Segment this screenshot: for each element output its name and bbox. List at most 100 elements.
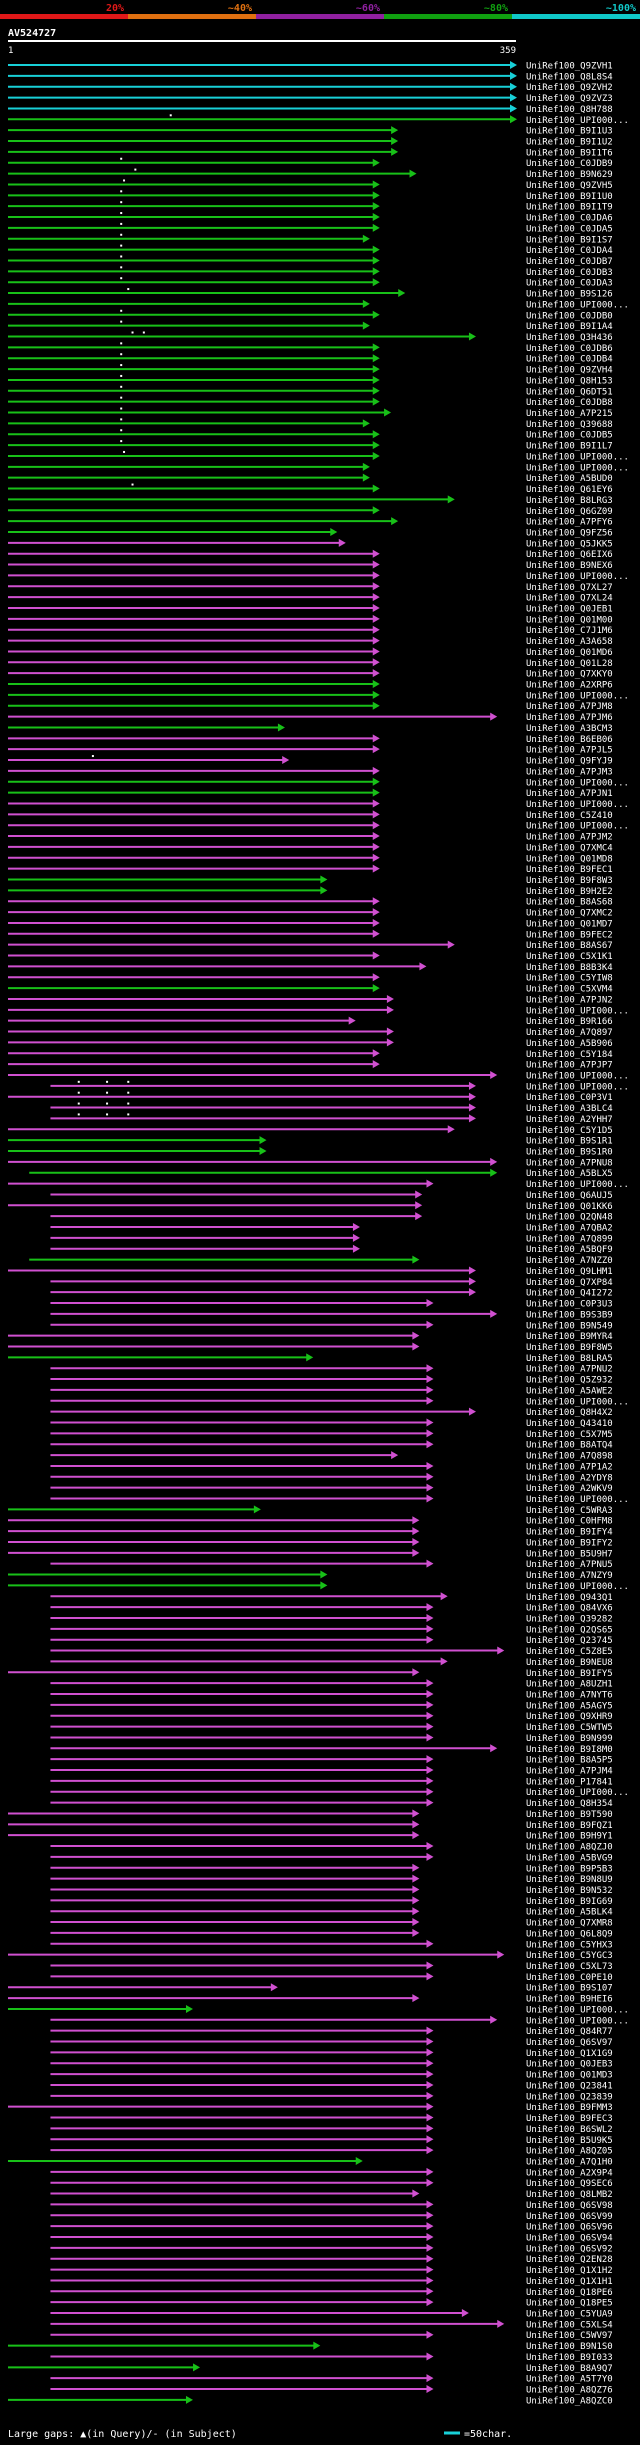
hit-row[interactable]: UniRef100_C5Y184 [8,1049,613,1060]
hit-row[interactable]: UniRef100_B9I1U3 [8,126,613,137]
hit-label[interactable]: UniRef100_Q18PE5 [526,2299,613,2309]
hit-label[interactable]: UniRef100_B9S126 [526,290,613,300]
hit-label[interactable]: UniRef100_Q8H4X2 [526,1408,613,1418]
hit-row[interactable]: UniRef100_Q9ZVH4 [8,364,613,376]
hit-row[interactable]: UniRef100_Q0JEB1 [8,604,613,615]
hit-label[interactable]: UniRef100_A7QBA2 [526,1224,613,1234]
hit-row[interactable]: UniRef100_Q8H153 [8,374,613,387]
hit-row[interactable]: UniRef100_B8AS67 [8,940,613,952]
hit-row[interactable]: UniRef100_UPI000... [8,799,629,810]
hit-label[interactable]: UniRef100_A7Q897 [526,1028,613,1038]
hit-row[interactable]: UniRef100_Q6GZ09 [8,506,613,517]
hit-label[interactable]: UniRef100_Q6L8Q9 [526,1929,613,1939]
hit-label[interactable]: UniRef100_A8QZJ0 [526,1843,613,1853]
hit-row[interactable]: UniRef100_C5Z8E5 [50,1646,613,1658]
hit-row[interactable]: UniRef100_B8A9Q7 [8,2363,613,2374]
hit-label[interactable]: UniRef100_Q6DT51 [526,387,613,397]
hit-row[interactable]: UniRef100_Q0JEB3 [50,2059,613,2070]
hit-label[interactable]: UniRef100_Q23841 [526,2081,613,2091]
hit-row[interactable]: UniRef100_A7PJN2 [8,994,613,1006]
hit-row[interactable]: UniRef100_A5BLX5 [29,1168,613,1180]
hit-label[interactable]: UniRef100_A5T7Y0 [526,2375,613,2385]
hit-label[interactable]: UniRef100_Q6SV94 [526,2234,613,2244]
hit-label[interactable]: UniRef100_Q01MD3 [526,2071,613,2081]
hit-label[interactable]: UniRef100_B8A9Q7 [526,2364,613,2374]
hit-label[interactable]: UniRef100_P17841 [526,1777,613,1787]
hit-row[interactable]: UniRef100_UPI000... [8,1005,629,1017]
hit-label[interactable]: UniRef100_Q01MD8 [526,854,613,864]
hit-row[interactable]: UniRef100_Q9ZVZ3 [8,93,613,105]
hit-label[interactable]: UniRef100_A2YDY8 [526,1473,613,1483]
hit-row[interactable]: UniRef100_B9FEC3 [50,2113,613,2125]
hit-row[interactable]: UniRef100_Q6SV94 [50,2233,613,2244]
hit-row[interactable]: UniRef100_A7PJM6 [8,712,613,724]
hit-row[interactable]: UniRef100_C0JDB8 [8,396,613,409]
hit-row[interactable]: UniRef100_A7PJL5 [8,745,613,756]
hit-row[interactable]: UniRef100_B9IG69 [50,1896,613,1907]
hit-label[interactable]: UniRef100_Q9ZVH4 [526,366,613,376]
hit-row[interactable]: UniRef100_A2YDY8 [50,1472,613,1484]
hit-row[interactable]: UniRef100_Q43410 [50,1418,613,1430]
hit-row[interactable]: UniRef100_Q1X1H2 [50,2265,613,2277]
hit-row[interactable]: UniRef100_C5WRA3 [8,1505,613,1516]
hit-label[interactable]: UniRef100_Q84R77 [526,2027,613,2037]
hit-row[interactable]: UniRef100_UPI000... [8,299,629,311]
hit-label[interactable]: UniRef100_C5X1K1 [526,952,613,962]
hit-label[interactable]: UniRef100_B9F8W5 [526,1343,613,1353]
hit-row[interactable]: UniRef100_A7PJP7 [8,1060,613,1071]
hit-label[interactable]: UniRef100_A5B906 [526,1039,613,1049]
hit-row[interactable]: UniRef100_Q7XL24 [8,593,613,604]
hit-row[interactable]: UniRef100_A7PFY6 [8,517,613,528]
hit-row[interactable]: UniRef100_C5Z410 [8,810,613,821]
hit-label[interactable]: UniRef100_B9N532 [526,1886,613,1896]
hit-row[interactable]: UniRef100_A3BLC4 [50,1102,613,1115]
hit-row[interactable]: UniRef100_B9S107 [8,1983,613,1994]
hit-label[interactable]: UniRef100_UPI000... [526,116,629,126]
hit-row[interactable]: UniRef100_A5AWE2 [50,1385,613,1397]
hit-row[interactable]: UniRef100_B9I1T9 [8,201,613,213]
hit-label[interactable]: UniRef100_A7P1A2 [526,1462,613,1472]
hit-row[interactable]: UniRef100_A2XRP6 [8,680,613,691]
hit-row[interactable]: UniRef100_B9NEX6 [8,560,613,572]
hit-label[interactable]: UniRef100_B9H2E2 [526,887,613,897]
hit-label[interactable]: UniRef100_C0P3V1 [526,1093,613,1103]
hit-row[interactable]: UniRef100_A7PNU2 [50,1364,613,1375]
hit-label[interactable]: UniRef100_C5YHX3 [526,1940,613,1950]
hit-row[interactable]: UniRef100_B9R166 [8,1016,613,1028]
hit-label[interactable]: UniRef100_Q43410 [526,1419,613,1429]
hit-label[interactable]: UniRef100_Q1X1H1 [526,2277,613,2287]
hit-label[interactable]: UniRef100_Q8H354 [526,1799,613,1809]
hit-label[interactable]: UniRef100_B9IFY4 [526,1528,613,1538]
hit-label[interactable]: UniRef100_Q7XL24 [526,594,613,604]
hit-label[interactable]: UniRef100_C5YUA9 [526,2310,613,2320]
hit-row[interactable]: UniRef100_Q23839 [50,2091,613,2103]
hit-label[interactable]: UniRef100_C0JDA5 [526,224,613,234]
hit-label[interactable]: UniRef100_C0P3U3 [526,1300,613,1310]
hit-row[interactable]: UniRef100_C0JDA5 [8,222,613,235]
hit-label[interactable]: UniRef100_C5YGC3 [526,1951,613,1961]
hit-row[interactable]: UniRef100_C0JDB3 [8,266,613,278]
hit-label[interactable]: UniRef100_B9FEC2 [526,930,613,940]
hit-label[interactable]: UniRef100_Q4I272 [526,1289,613,1299]
hit-label[interactable]: UniRef100_UPI000... [526,822,629,832]
hit-label[interactable]: UniRef100_B9N8U9 [526,1875,613,1885]
hit-label[interactable]: UniRef100_B9I1L7 [526,442,613,452]
hit-label[interactable]: UniRef100_A7PJN1 [526,789,613,799]
hit-label[interactable]: UniRef100_B8LRA5 [526,1354,613,1364]
hit-label[interactable]: UniRef100_B5U9H7 [526,1549,613,1559]
hit-row[interactable]: UniRef100_B9N629 [8,168,613,181]
hit-label[interactable]: UniRef100_Q8LMB2 [526,2190,613,2200]
hit-row[interactable]: UniRef100_Q2QS65 [50,1624,613,1636]
hit-row[interactable]: UniRef100_A7QBA2 [50,1223,613,1234]
hit-row[interactable]: UniRef100_A7PJM3 [8,766,613,778]
hit-row[interactable]: UniRef100_Q23745 [50,1635,613,1647]
hit-label[interactable]: UniRef100_C5Y1D5 [526,1126,613,1136]
hit-row[interactable]: UniRef100_B9I1S7 [8,233,613,246]
hit-row[interactable]: UniRef100_B8LRG3 [8,495,613,506]
hit-label[interactable]: UniRef100_B8A5P5 [526,1756,613,1766]
hit-row[interactable]: UniRef100_UPI000... [50,1787,629,1799]
hit-row[interactable]: UniRef100_Q01KK6 [8,1201,613,1212]
hit-row[interactable]: UniRef100_A8UZH1 [50,1679,613,1690]
hit-label[interactable]: UniRef100_B8B3K4 [526,963,613,973]
hit-label[interactable]: UniRef100_A7P215 [526,409,613,419]
